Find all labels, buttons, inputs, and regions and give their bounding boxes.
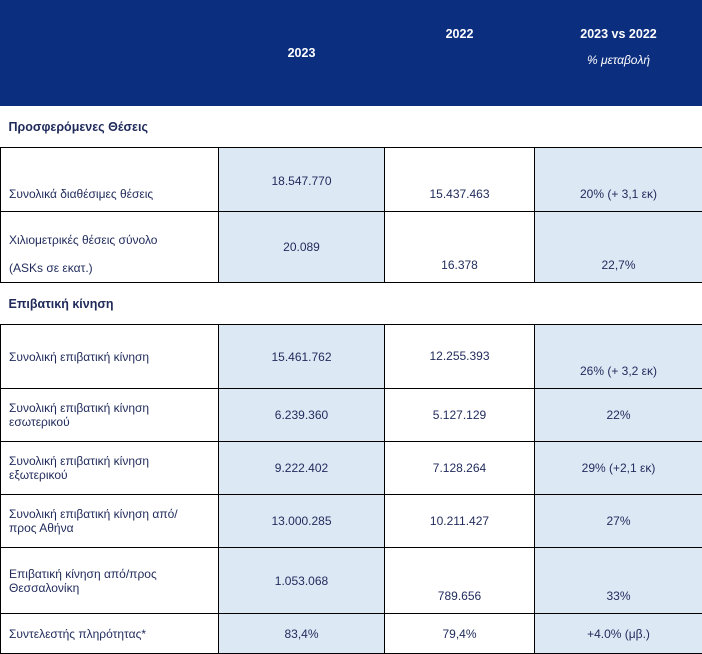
value-2022-text: 15.437.463 bbox=[429, 187, 489, 201]
value-2022-text: 79,4% bbox=[442, 627, 476, 641]
value-2022: 15.437.463 bbox=[385, 148, 535, 212]
row-label: Συνολικά διαθέσιμες θέσεις bbox=[1, 148, 219, 212]
value-change-text: 27% bbox=[606, 514, 630, 528]
value-2022: 7.128.264 bbox=[385, 442, 535, 495]
value-2022: 10.211.427 bbox=[385, 495, 535, 548]
header-empty-cell bbox=[1, 1, 219, 106]
row-label: Χιλιομετρικές θέσεις σύνολο (ASKs σε εκα… bbox=[1, 212, 219, 283]
value-change: 20% (+ 3,1 εκ) bbox=[535, 148, 702, 212]
value-2023-text: 6.239.360 bbox=[275, 408, 328, 422]
value-change: 22,7% bbox=[535, 212, 702, 283]
value-2023: 1.053.068 bbox=[219, 548, 385, 614]
value-change: 29% (+2,1 εκ) bbox=[535, 442, 702, 495]
row-label-text: Συντελεστής πληρότητας* bbox=[9, 627, 146, 641]
value-2023-text: 1.053.068 bbox=[275, 574, 328, 588]
value-change: 33% bbox=[535, 548, 702, 614]
row-label-line2: Θεσσαλονίκη bbox=[9, 581, 210, 595]
row-label-line1: Χιλιομετρικές θέσεις σύνολο bbox=[9, 226, 210, 254]
row-label: Συνολική επιβατική κίνηση εξωτερικού bbox=[1, 442, 219, 495]
row-label-line1: Συνολική επιβατική κίνηση από/ bbox=[9, 507, 210, 521]
table-row: Συνολική επιβατική κίνηση από/ προς Αθήν… bbox=[1, 495, 702, 548]
value-change: 27% bbox=[535, 495, 702, 548]
row-label-line1: Συνολική επιβατική κίνηση bbox=[9, 401, 210, 415]
value-change-text: 22% bbox=[606, 408, 630, 422]
row-label: Συνολική επιβατική κίνηση εσωτερικού bbox=[1, 389, 219, 442]
row-label-line1: Συνολική επιβατική κίνηση bbox=[9, 454, 210, 468]
section-title-seats: Προσφερόμενες Θέσεις bbox=[1, 106, 702, 148]
value-2022: 79,4% bbox=[385, 614, 535, 654]
section-title-traffic: Επιβατική κίνηση bbox=[1, 283, 702, 325]
header-change-subtitle: % μεταβολή bbox=[535, 53, 702, 67]
row-label-line2: προς Αθήνα bbox=[9, 521, 210, 535]
value-2023: 18.547.770 bbox=[219, 148, 385, 212]
table-header-row: 2023 2022 2023 vs 2022 % μεταβολή bbox=[1, 1, 702, 106]
header-2023-label: 2023 bbox=[219, 46, 384, 60]
value-2023: 83,4% bbox=[219, 614, 385, 654]
row-label-line2: (ASKs σε εκατ.) bbox=[9, 254, 210, 282]
row-label: Συντελεστής πληρότητας* bbox=[1, 614, 219, 654]
header-2022-label: 2022 bbox=[385, 27, 534, 41]
row-label-line2: εξωτερικού bbox=[9, 468, 210, 482]
value-2023: 15.461.762 bbox=[219, 325, 385, 389]
value-2023-text: 13.000.285 bbox=[271, 514, 331, 528]
value-change-text: 29% (+2,1 εκ) bbox=[582, 461, 656, 475]
header-change-title: 2023 vs 2022 bbox=[535, 27, 702, 41]
value-change-text: 26% (+ 3,2 εκ) bbox=[580, 364, 657, 378]
value-2023-text: 9.222.402 bbox=[275, 461, 328, 475]
value-2022: 16.378 bbox=[385, 212, 535, 283]
value-2023-text: 18.547.770 bbox=[271, 174, 331, 188]
header-2022: 2022 bbox=[385, 1, 535, 106]
value-2022: 12.255.393 bbox=[385, 325, 535, 389]
value-change: 26% (+ 3,2 εκ) bbox=[535, 325, 702, 389]
table-row: Επιβατική κίνηση από/προς Θεσσαλονίκη 1.… bbox=[1, 548, 702, 614]
value-change-text: 33% bbox=[606, 589, 630, 603]
table-row: Συντελεστής πληρότητας* 83,4% 79,4% +4.0… bbox=[1, 614, 702, 654]
table-row: Συνολική επιβατική κίνηση εσωτερικού 6.2… bbox=[1, 389, 702, 442]
value-2023-text: 20.089 bbox=[283, 240, 320, 254]
row-label: Συνολική επιβατική κίνηση από/ προς Αθήν… bbox=[1, 495, 219, 548]
value-change-text: +4.0% (μβ.) bbox=[587, 627, 650, 641]
value-change: 22% bbox=[535, 389, 702, 442]
value-2022-text: 16.378 bbox=[441, 258, 478, 272]
value-2023-text: 15.461.762 bbox=[271, 350, 331, 364]
value-2023: 9.222.402 bbox=[219, 442, 385, 495]
value-2022-text: 10.211.427 bbox=[430, 514, 489, 528]
section-row-traffic: Επιβατική κίνηση bbox=[1, 283, 702, 325]
header-2023: 2023 bbox=[219, 1, 385, 106]
header-change: 2023 vs 2022 % μεταβολή bbox=[535, 1, 702, 106]
value-change: +4.0% (μβ.) bbox=[535, 614, 702, 654]
value-2022-text: 12.255.393 bbox=[429, 349, 489, 363]
table-row: Χιλιομετρικές θέσεις σύνολο (ASKs σε εκα… bbox=[1, 212, 702, 283]
value-2022: 789.656 bbox=[385, 548, 535, 614]
table-row: Συνολική επιβατική κίνηση 15.461.762 12.… bbox=[1, 325, 702, 389]
value-2022-text: 7.128.264 bbox=[433, 461, 486, 475]
row-label-text: Συνολική επιβατική κίνηση bbox=[9, 350, 149, 364]
section-row-seats: Προσφερόμενες Θέσεις bbox=[1, 106, 702, 148]
value-2022: 5.127.129 bbox=[385, 389, 535, 442]
value-2023: 20.089 bbox=[219, 212, 385, 283]
value-change-text: 20% (+ 3,1 εκ) bbox=[580, 187, 657, 201]
value-2022-text: 789.656 bbox=[438, 589, 481, 603]
row-label-line2: εσωτερικού bbox=[9, 415, 210, 429]
row-label: Επιβατική κίνηση από/προς Θεσσαλονίκη bbox=[1, 548, 219, 614]
value-2023: 13.000.285 bbox=[219, 495, 385, 548]
row-label-text: Συνολικά διαθέσιμες θέσεις bbox=[9, 187, 153, 201]
row-label-line1: Επιβατική κίνηση από/προς bbox=[9, 567, 210, 581]
value-2022-text: 5.127.129 bbox=[433, 408, 486, 422]
value-change-text: 22,7% bbox=[601, 258, 635, 272]
table-row: Συνολικά διαθέσιμες θέσεις 18.547.770 15… bbox=[1, 148, 702, 212]
value-2023-text: 83,4% bbox=[284, 627, 318, 641]
value-2023: 6.239.360 bbox=[219, 389, 385, 442]
row-label: Συνολική επιβατική κίνηση bbox=[1, 325, 219, 389]
table-row: Συνολική επιβατική κίνηση εξωτερικού 9.2… bbox=[1, 442, 702, 495]
